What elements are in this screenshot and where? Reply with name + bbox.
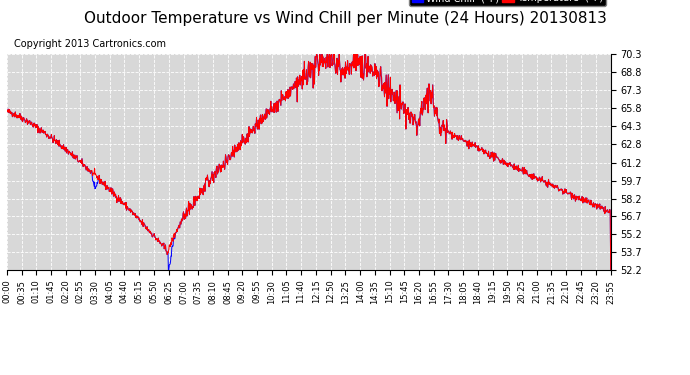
Text: Outdoor Temperature vs Wind Chill per Minute (24 Hours) 20130813: Outdoor Temperature vs Wind Chill per Mi… xyxy=(83,11,607,26)
Legend: Wind Chill  (°F), Temperature  (°F): Wind Chill (°F), Temperature (°F) xyxy=(408,0,606,6)
Text: Copyright 2013 Cartronics.com: Copyright 2013 Cartronics.com xyxy=(14,39,166,50)
